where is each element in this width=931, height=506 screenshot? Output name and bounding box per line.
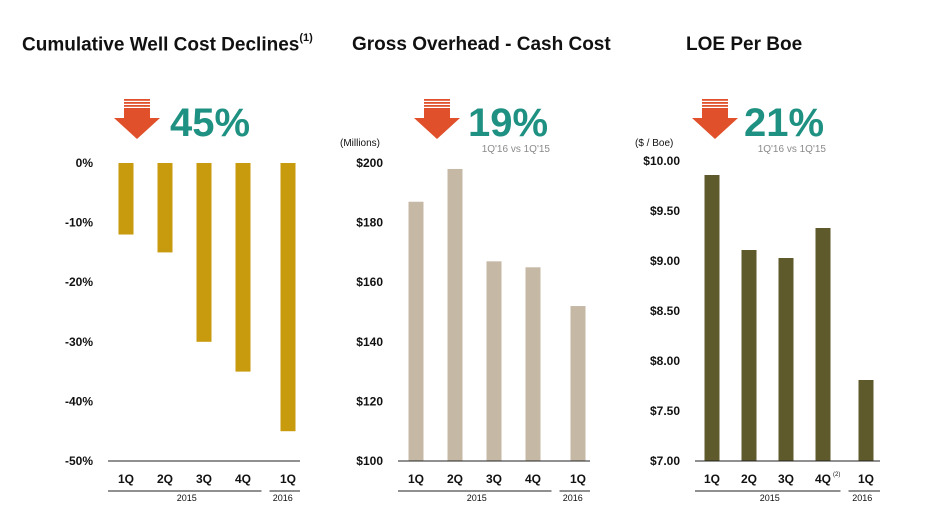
y-tick-label: -40% <box>65 394 93 408</box>
well-cost-title-footnote: (1) <box>299 32 313 44</box>
x-category-label: 4Q <box>235 472 251 486</box>
x-category-label: 1Q <box>704 472 720 486</box>
y-tick-label: -30% <box>65 335 93 349</box>
category-footnote: (2) <box>833 472 840 478</box>
chart-0: 45% 0% -10% -20% -30% -40% -50% 1Q 2Q 3Q 4Q 1Q 2015 2… <box>65 99 300 503</box>
y-tick-label: $9.50 <box>650 204 680 218</box>
bar <box>570 306 586 461</box>
down-arrow-icon <box>114 99 160 139</box>
y-tick-label: $180 <box>356 216 383 230</box>
bar <box>815 228 831 461</box>
chart-2: 21%1Q'16 vs 1Q'15 ($ / Boe) $10.00 $9.50 $9.… <box>635 99 880 503</box>
x-category-label: 4Q <box>525 472 541 486</box>
y-tick-label: $9.00 <box>650 254 680 268</box>
bar <box>778 258 794 461</box>
y-unit-label: (Millions) <box>340 138 380 149</box>
chart-title-overhead: Gross Overhead - Cash Cost <box>352 34 611 56</box>
well-cost-title-text: Cumulative Well Cost Declines <box>22 34 300 56</box>
x-category-label: 2Q <box>157 472 173 486</box>
bar <box>157 163 173 253</box>
bar <box>447 168 463 461</box>
x-category-label: 1Q <box>408 472 424 486</box>
x-group-label: 2015 <box>467 493 487 503</box>
x-group-label: 2015 <box>760 493 780 503</box>
y-tick-label: $140 <box>356 335 383 349</box>
y-tick-label: -20% <box>65 275 93 289</box>
x-category-label: 1Q <box>280 472 296 486</box>
x-category-label: 1Q <box>118 472 134 486</box>
bar <box>408 201 424 462</box>
chart-title-well-cost: Cumulative Well Cost Declines(1) <box>22 32 313 56</box>
bar <box>525 267 541 461</box>
x-category-label: 2Q <box>741 472 757 486</box>
x-group-label: 2016 <box>852 493 872 503</box>
x-category-label: 4Q <box>815 472 831 486</box>
down-arrow-icon <box>414 99 460 139</box>
headline-comparison-note: 1Q'16 vs 1Q'15 <box>758 144 827 155</box>
y-tick-label: -10% <box>65 216 93 230</box>
y-tick-label: $100 <box>356 454 383 468</box>
bar <box>280 163 296 432</box>
headline-comparison-note: 1Q'16 vs 1Q'15 <box>482 144 551 155</box>
y-tick-label: $120 <box>356 394 383 408</box>
overhead-title-text: Gross Overhead - Cash Cost <box>352 34 611 55</box>
y-tick-label: $200 <box>356 156 383 170</box>
y-unit-label: ($ / Boe) <box>635 138 673 149</box>
headline-percent: 21% <box>744 101 824 145</box>
y-tick-label: $10.00 <box>643 154 680 168</box>
y-tick-label: -50% <box>65 454 93 468</box>
down-arrow-icon <box>692 99 738 139</box>
x-category-label: 3Q <box>196 472 212 486</box>
headline-percent: 19% <box>468 101 548 145</box>
x-category-label: 3Q <box>778 472 794 486</box>
bar <box>196 163 212 342</box>
y-tick-label: $7.50 <box>650 404 680 418</box>
bar <box>858 380 874 461</box>
x-category-label: 1Q <box>570 472 586 486</box>
x-group-label: 2016 <box>273 493 293 503</box>
y-tick-label: $160 <box>356 275 383 289</box>
x-category-label: 1Q <box>858 472 874 486</box>
x-category-label: 2Q <box>447 472 463 486</box>
bar <box>486 261 502 461</box>
bar <box>235 163 251 372</box>
bar <box>741 250 757 461</box>
x-group-label: 2016 <box>563 493 583 503</box>
loe-title-text: LOE Per Boe <box>686 34 803 55</box>
y-tick-label: 0% <box>76 156 94 170</box>
headline-percent: 45% <box>170 101 250 145</box>
chart-title-loe: LOE Per Boe <box>686 34 802 56</box>
y-tick-label: $7.00 <box>650 454 680 468</box>
y-tick-label: $8.50 <box>650 304 680 318</box>
bar <box>704 175 720 461</box>
y-tick-label: $8.00 <box>650 354 680 368</box>
x-group-label: 2015 <box>177 493 197 503</box>
chart-1: 19%1Q'16 vs 1Q'15 (Millions) $200 $180 $160 $… <box>340 99 590 503</box>
bar <box>118 163 134 235</box>
x-category-label: 3Q <box>486 472 502 486</box>
